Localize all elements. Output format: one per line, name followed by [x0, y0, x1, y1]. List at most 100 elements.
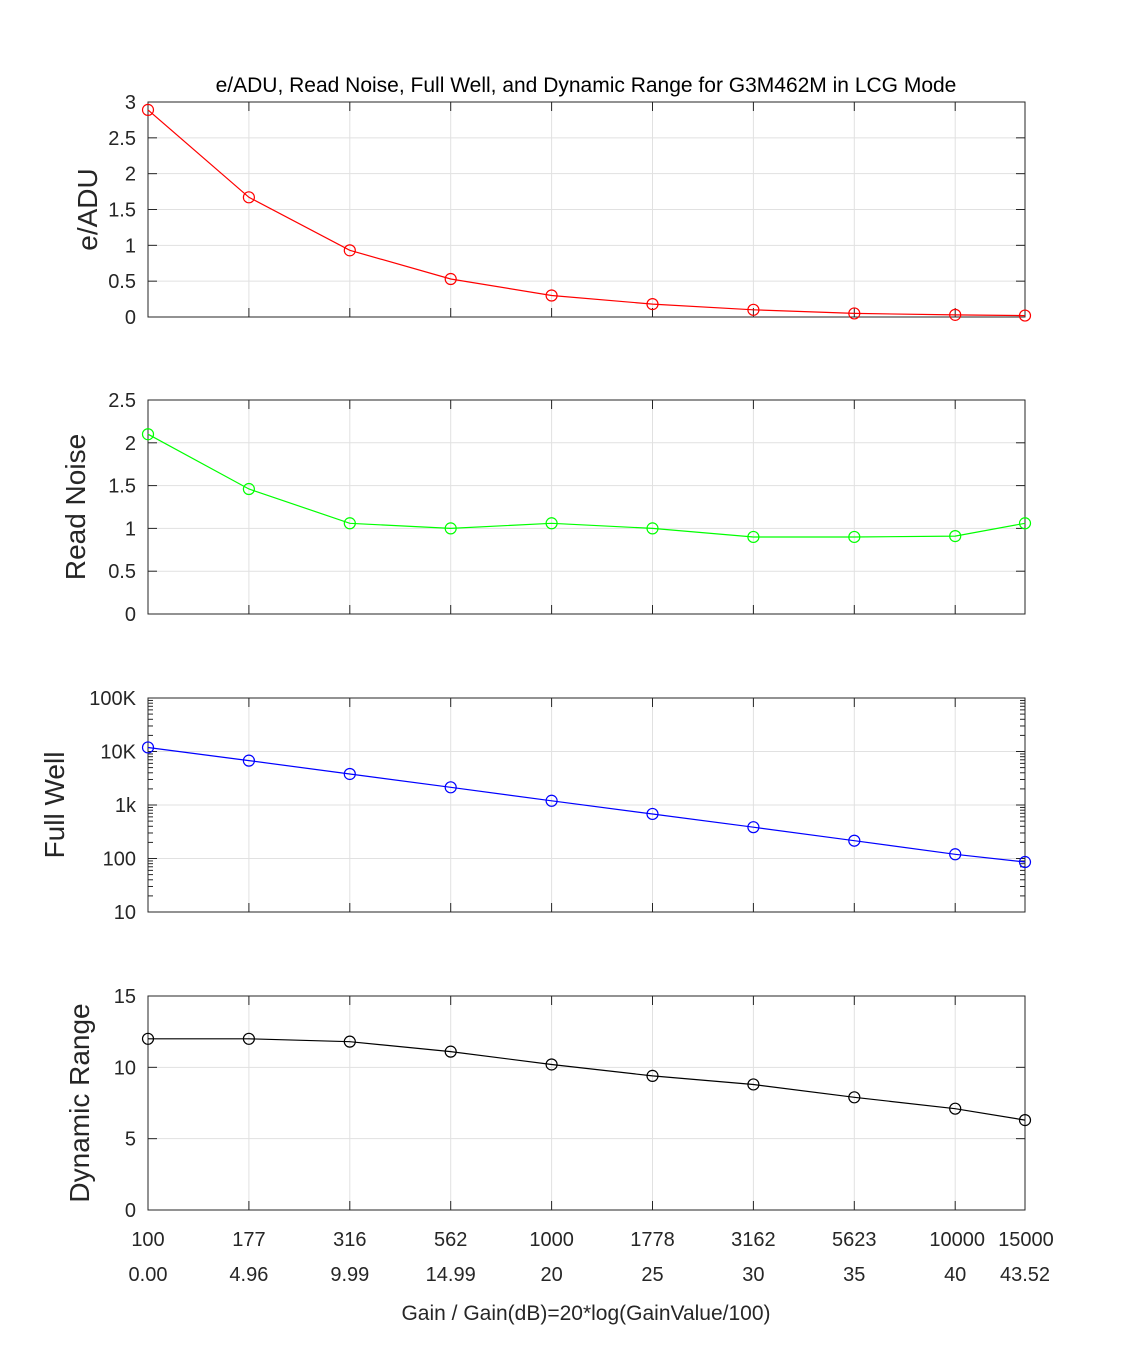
data-point: [141, 428, 155, 441]
y-tick-label: 100K: [89, 688, 136, 710]
y-axis-label: Dynamic Range: [64, 1003, 95, 1202]
data-point: [646, 522, 659, 535]
y-tick-label: 2: [125, 164, 136, 186]
x-tick-label-gain: 177: [232, 1229, 265, 1251]
x-tick-label-gain-db: 43.52: [1000, 1264, 1050, 1286]
y-axis-label: e/ADU: [72, 168, 103, 250]
data-point: [343, 244, 356, 257]
x-tick-labels: 100 177 316 562 1000 1778 3162 5623 10000 15000 0.…: [129, 1229, 1054, 1286]
data-point: [747, 821, 760, 834]
data-point: [141, 741, 155, 754]
x-tick-label-gain-db: 30: [742, 1264, 764, 1286]
y-axis-label: Read Noise: [60, 434, 91, 580]
data-point: [444, 1045, 457, 1058]
data-point: [949, 530, 962, 543]
x-axis-label: Gain / Gain(dB)=20*log(GainValue/100): [401, 1302, 770, 1325]
data-point: [343, 1035, 356, 1048]
y-tick-label: 2.5: [108, 390, 136, 412]
x-tick-label-gain: 316: [333, 1229, 366, 1251]
data-point: [848, 1091, 861, 1104]
data-point: [545, 517, 558, 530]
subplot-full-well: 10 100 1k 10K 100K Full Well: [39, 688, 1032, 924]
x-tick-label-gain: 10000: [929, 1229, 985, 1251]
plot-area: [148, 400, 1025, 614]
data-point: [141, 1032, 155, 1045]
y-tick-label: 0.5: [108, 561, 136, 583]
x-tick-label-gain-db: 40: [944, 1264, 966, 1286]
series-line: [147, 433, 1026, 538]
x-tick-label-gain-db: 20: [540, 1264, 562, 1286]
y-tick-label: 0.5: [108, 271, 136, 293]
y-tick-label: 100: [103, 849, 136, 871]
data-point: [343, 767, 356, 781]
y-tick-label: 10: [114, 1057, 136, 1079]
y-tick-label: 1k: [115, 795, 137, 817]
x-tick-label-gain-db: 9.99: [330, 1264, 369, 1286]
y-tick-label: 1.5: [108, 200, 136, 222]
data-point: [1018, 1114, 1032, 1127]
axes-box: [147, 995, 1026, 1211]
data-point: [545, 289, 558, 302]
data-point: [242, 191, 255, 204]
x-tick-label-gain: 15000: [998, 1229, 1054, 1251]
data-point: [747, 303, 760, 316]
data-point: [242, 482, 255, 496]
data-point: [545, 794, 558, 807]
data-point: [141, 103, 155, 116]
x-tick-label-gain-db: 14.99: [426, 1264, 476, 1286]
x-tick-label-gain-db: 25: [641, 1264, 663, 1286]
y-tick-label: 5: [125, 1129, 136, 1151]
x-tick-label-gain: 3162: [731, 1229, 776, 1251]
axes-box: [147, 101, 1026, 318]
data-point: [747, 1078, 760, 1091]
data-point: [949, 308, 962, 321]
data-point: [242, 1032, 255, 1045]
data-point: [646, 807, 659, 821]
y-tick-label: 15: [114, 986, 136, 1008]
subplot-read-noise: 0 0.5 1 1.5 2 2.5 Read Noise: [60, 390, 1032, 626]
data-point: [1018, 855, 1032, 869]
series-line: [147, 746, 1026, 863]
y-tick-label: 1.5: [108, 476, 136, 498]
y-axis-label: Full Well: [39, 752, 70, 859]
plot-area: [148, 996, 1025, 1210]
y-tick-label: 3: [125, 92, 136, 114]
data-point: [747, 530, 760, 544]
y-tick-label: 2: [125, 433, 136, 455]
data-point: [444, 781, 457, 794]
x-tick-label-gain: 5623: [832, 1229, 877, 1251]
series-line: [148, 1038, 1026, 1121]
x-tick-label-gain: 562: [434, 1229, 467, 1251]
y-tick-label: 2.5: [108, 128, 136, 150]
x-tick-label-gain: 1000: [529, 1229, 574, 1251]
x-tick-label-gain-db: 4.96: [229, 1264, 268, 1286]
x-tick-label-gain: 100: [131, 1229, 164, 1251]
data-point: [848, 307, 861, 320]
data-point: [848, 834, 861, 847]
series-line: [147, 109, 1026, 317]
data-point: [444, 272, 457, 286]
y-tick-label: 0: [125, 604, 136, 626]
axes-box: [147, 697, 1026, 913]
data-point: [848, 530, 861, 544]
data-point: [646, 1069, 659, 1082]
data-point: [545, 1058, 558, 1071]
subplot-e-adu: 0 0.5 1 1.5 2 2.5 3 e/ADU: [72, 92, 1032, 329]
data-point: [444, 522, 457, 535]
y-tick-label: 0: [125, 1200, 136, 1222]
y-tick-label: 0: [125, 307, 136, 329]
y-tick-label: 10: [114, 902, 136, 924]
x-tick-label-gain-db: 35: [843, 1264, 865, 1286]
data-point: [949, 848, 962, 861]
data-point: [949, 1102, 962, 1115]
x-tick-label-gain-db: 0.00: [129, 1264, 168, 1286]
data-point: [343, 517, 356, 530]
y-tick-label: 1: [125, 235, 136, 257]
data-point: [646, 298, 659, 311]
data-point: [1018, 517, 1032, 530]
x-tick-label-gain: 1778: [630, 1229, 675, 1251]
y-tick-label: 10K: [100, 742, 136, 764]
data-point: [242, 754, 255, 767]
subplot-dynamic-range: 0 5 10 15 Dynamic Range: [64, 986, 1032, 1222]
